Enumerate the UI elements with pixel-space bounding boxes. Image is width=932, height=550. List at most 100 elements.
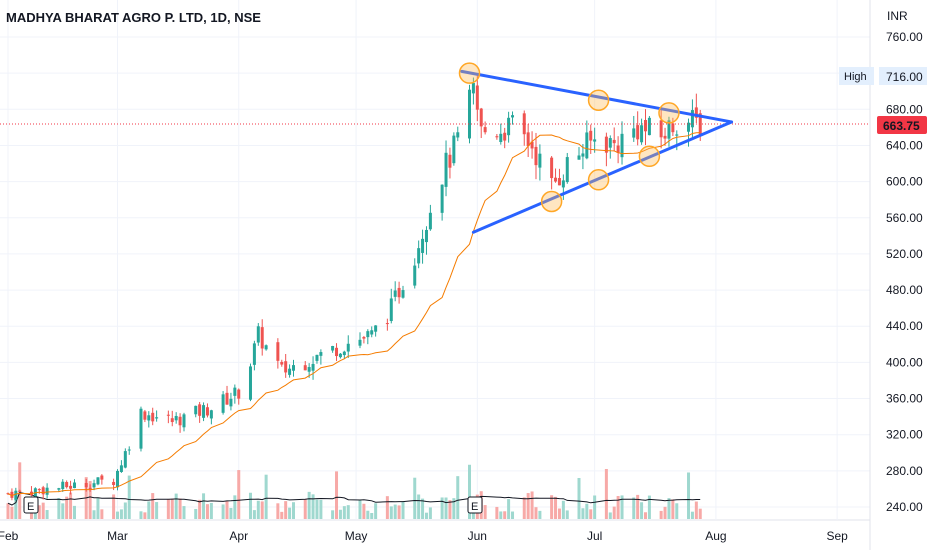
high-label: High 716.00 bbox=[839, 67, 927, 85]
candle-body bbox=[479, 108, 483, 127]
volume-bar bbox=[288, 507, 292, 519]
candle-body bbox=[33, 488, 37, 497]
volume-bar bbox=[428, 507, 432, 519]
volume-bar bbox=[503, 511, 507, 519]
volume-bar bbox=[225, 501, 229, 519]
volume-bar bbox=[452, 498, 456, 519]
candle-body bbox=[166, 414, 170, 416]
volume-bar bbox=[284, 501, 288, 519]
touch-circle bbox=[638, 145, 661, 168]
candle-body bbox=[143, 411, 147, 420]
y-tick-label: 360.00 bbox=[886, 392, 923, 406]
volume-bar bbox=[178, 498, 182, 519]
candle-body bbox=[252, 343, 256, 365]
touch-circle bbox=[540, 190, 563, 213]
volume-bar bbox=[467, 464, 471, 519]
x-axis: Feb Mar Apr May Jun Jul Aug Sep bbox=[0, 529, 848, 543]
candle-body bbox=[471, 82, 475, 94]
volume-bar bbox=[671, 499, 675, 519]
volume-bar bbox=[119, 509, 123, 519]
touch-circle bbox=[458, 62, 481, 84]
candle-body bbox=[319, 352, 323, 356]
volume-bar bbox=[123, 502, 127, 519]
volume-bar bbox=[256, 500, 260, 519]
candle-body bbox=[401, 290, 405, 298]
volume-bar bbox=[612, 506, 616, 519]
candlesticks bbox=[6, 73, 702, 502]
volume-bar bbox=[530, 491, 534, 519]
candle-body bbox=[620, 133, 624, 158]
candle-body bbox=[557, 178, 561, 186]
currency-label: INR bbox=[887, 9, 908, 23]
candle-body bbox=[41, 487, 45, 495]
candle-body bbox=[385, 323, 389, 325]
candle-body bbox=[248, 366, 252, 400]
candle-body bbox=[456, 132, 460, 138]
volume-bar bbox=[636, 494, 640, 519]
volume-bar bbox=[499, 511, 503, 519]
volume-bar bbox=[690, 511, 694, 519]
y-tick-label: 440.00 bbox=[886, 319, 923, 333]
candle-body bbox=[205, 407, 209, 416]
moving-average-line bbox=[7, 132, 701, 497]
volume-bar bbox=[640, 502, 644, 519]
volume-bar bbox=[456, 476, 460, 519]
volume-bar bbox=[667, 498, 671, 519]
volume-bar bbox=[280, 511, 284, 519]
y-tick-label: 480.00 bbox=[886, 283, 923, 297]
volume-bar bbox=[565, 510, 569, 519]
candle-body bbox=[511, 115, 515, 118]
volume-bar bbox=[92, 510, 96, 519]
touch-circle bbox=[658, 102, 680, 124]
volume-bar bbox=[444, 497, 448, 519]
candle-body bbox=[534, 146, 538, 166]
candle-body bbox=[616, 145, 620, 153]
candle-body bbox=[424, 229, 428, 243]
volume-bar bbox=[401, 501, 405, 519]
earnings-marker-1[interactable]: E bbox=[23, 496, 39, 514]
last-price-badge: 663.75 bbox=[877, 116, 927, 134]
volume-bar bbox=[202, 493, 206, 519]
earnings-marker-2[interactable]: E bbox=[467, 496, 483, 514]
volume-bar bbox=[604, 468, 608, 519]
candle-body bbox=[280, 361, 284, 365]
candle-body bbox=[358, 339, 362, 346]
volume-bar bbox=[538, 510, 542, 519]
volume-bar bbox=[248, 492, 252, 519]
y-tick-label: 600.00 bbox=[886, 175, 923, 189]
candle-body bbox=[608, 138, 612, 148]
volume-bar bbox=[550, 495, 554, 519]
candle-body bbox=[229, 398, 233, 407]
volume-bar bbox=[507, 499, 511, 519]
volume-bar bbox=[311, 494, 315, 519]
volume-bar bbox=[342, 506, 346, 519]
candle-body bbox=[276, 342, 280, 361]
volume-bar bbox=[37, 505, 41, 519]
candle-body bbox=[198, 404, 202, 416]
volume-bar bbox=[143, 512, 147, 519]
candle-body bbox=[182, 414, 186, 428]
candle-body bbox=[14, 490, 18, 500]
triangle-pattern bbox=[460, 69, 734, 234]
touch-circle bbox=[587, 89, 610, 112]
candle-body bbox=[45, 487, 49, 495]
candle-body bbox=[483, 127, 487, 133]
y-tick-label: 520.00 bbox=[886, 247, 923, 261]
candle-body bbox=[663, 135, 667, 139]
volume-bar bbox=[581, 508, 585, 519]
svg-text:E: E bbox=[27, 501, 34, 513]
volume-bar bbox=[315, 499, 319, 519]
volume-bar bbox=[331, 510, 335, 519]
candle-body bbox=[675, 134, 679, 136]
y-tick-label: 680.00 bbox=[886, 102, 923, 116]
touch-circle bbox=[587, 169, 610, 191]
x-tick-label: Aug bbox=[705, 529, 726, 543]
candle-body bbox=[92, 483, 96, 488]
candle-body bbox=[694, 107, 698, 118]
y-tick-label: 640.00 bbox=[886, 138, 923, 152]
volume-bar bbox=[632, 497, 636, 519]
volume-bar bbox=[495, 506, 499, 519]
volume-bar bbox=[659, 510, 663, 519]
candle-body bbox=[585, 132, 589, 159]
